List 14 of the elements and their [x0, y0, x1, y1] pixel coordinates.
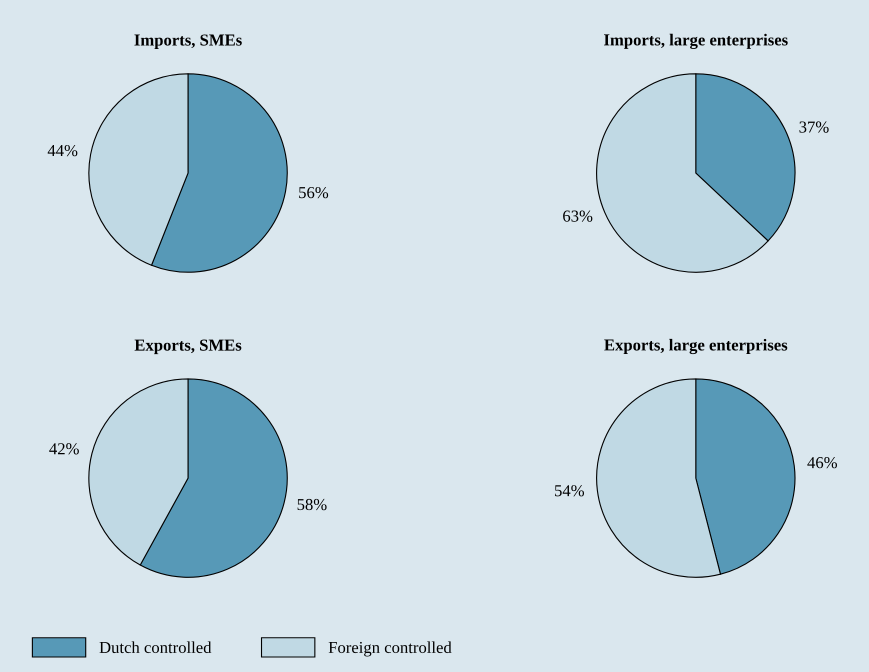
- chart-title: Exports, SMEs: [134, 340, 242, 354]
- data-label: 56%: [299, 186, 328, 198]
- legend-label: Foreign controlled: [328, 641, 452, 657]
- chart-title: Imports, SMEs: [134, 34, 242, 50]
- data-label: 54%: [555, 485, 584, 496]
- data-label: 44%: [48, 144, 78, 156]
- data-label: 63%: [563, 210, 592, 222]
- data-label: 42%: [49, 443, 79, 454]
- legend-label: Dutch controlled: [100, 641, 212, 654]
- data-label: 46%: [807, 456, 837, 468]
- data-label: 37%: [799, 121, 829, 133]
- chart-title: Exports, large enterprises: [604, 338, 788, 354]
- chart-title: Imports, large enterprises: [604, 34, 788, 50]
- data-label: 58%: [298, 498, 327, 510]
